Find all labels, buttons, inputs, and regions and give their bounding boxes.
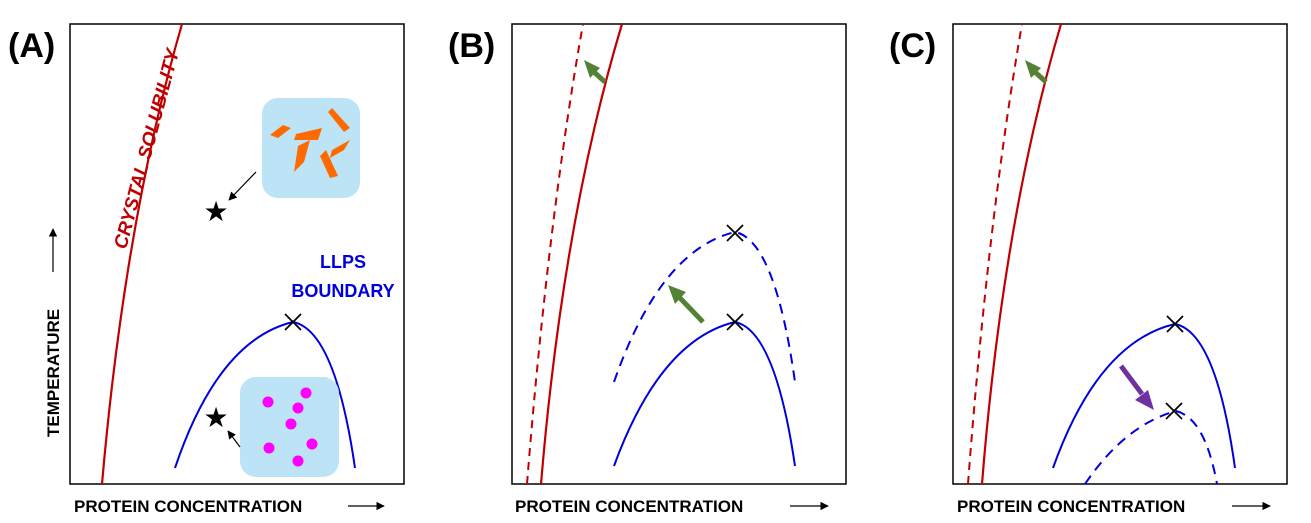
crystal-inset-background [262,98,360,198]
critical-point-marker [284,313,302,331]
star-icon: ★ [203,402,228,433]
purple-shift-arrowhead [1135,390,1154,410]
crystal-shape [328,108,350,132]
panel-b-frame [511,23,847,485]
llps-boundary-curve [613,320,796,467]
star-icon: ★ [203,196,228,227]
green-shift-arrowhead [1025,60,1041,78]
droplet [285,418,297,430]
crystal-solubility-shifted-curve [967,23,1023,485]
critical-point-shifted-marker [726,224,744,242]
x-axis-label: PROTEIN CONCENTRATION [74,497,302,516]
crystal-shape [294,128,322,140]
panel-c-frame [952,23,1288,485]
panel-a: (A) CRYSTAL SOLUBILITY LLPS BOUNDARY ★ [8,23,405,516]
droplet-inset [240,377,339,477]
droplet [300,387,312,399]
droplet [262,396,274,408]
crystal-solubility-curve [100,23,184,485]
green-shift-arrowhead [584,60,600,78]
llps-label-line1: LLPS [320,252,366,272]
panel-c-label: (C) [889,27,936,65]
llps-boundary-shifted-curve [613,230,796,383]
llps-label-line2: BOUNDARY [291,281,394,301]
critical-point-marker [1166,315,1184,333]
x-axis-label: PROTEIN CONCENTRATION [515,497,743,516]
droplet-inset-pointer [227,430,241,448]
crystal-inset-pointer [228,171,257,201]
crystal-solubility-curve [980,23,1063,485]
critical-point-shifted-marker [1165,402,1183,420]
crystal-shape [330,140,350,158]
crystal-solubility-shifted-curve [526,23,584,485]
green-shift-arrow [592,70,607,84]
panel-b-label: (B) [448,27,495,65]
y-axis-label: TEMPERATURE [44,309,63,437]
green-shift-arrow [1033,70,1048,84]
droplet [292,402,304,414]
purple-shift-arrow [1119,364,1144,396]
crystal-shape [320,150,338,178]
crystal-shape [294,140,310,172]
droplet [292,455,304,467]
crystal-shape [270,125,291,138]
droplet [306,438,318,450]
green-shift-arrow [678,296,705,324]
green-shift-arrowhead [668,285,686,304]
droplet [263,442,275,454]
x-axis-label: PROTEIN CONCENTRATION [957,497,1185,516]
crystal-solubility-label: CRYSTAL SOLUBILITY [111,45,185,252]
llps-boundary-shifted-curve [1084,409,1218,485]
crystal-solubility-curve [539,23,624,485]
crystal-inset [262,98,360,198]
panel-b: (B) PROTEIN CONCENTRATION [448,23,847,516]
critical-point-marker [726,313,744,331]
panel-c: (C) PROTEIN CONCENTRATION [889,23,1288,516]
panel-a-frame [69,23,405,485]
panel-a-label: (A) [8,27,55,65]
